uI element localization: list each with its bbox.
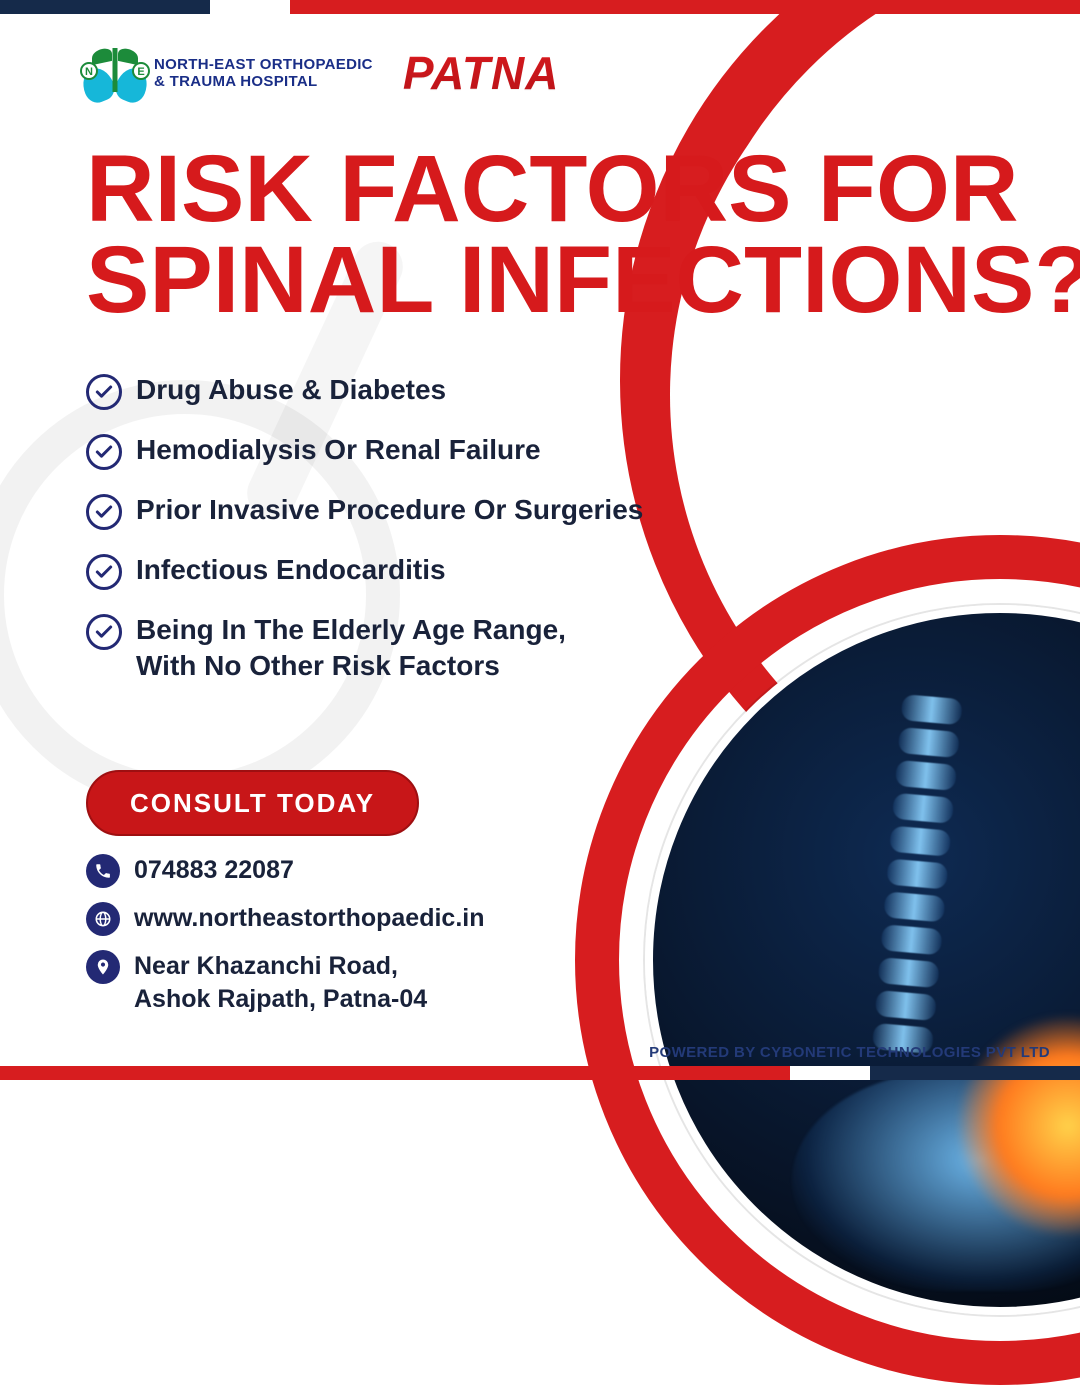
list-item-text: Drug Abuse & Diabetes xyxy=(136,372,446,408)
list-item: Drug Abuse & Diabetes xyxy=(86,372,643,410)
headline-line2: SPINAL INFECTIONS? xyxy=(86,235,1080,326)
website-text: www.northeastorthopaedic.in xyxy=(134,902,485,935)
phone-icon xyxy=(86,854,120,888)
check-icon xyxy=(86,554,122,590)
location-label: PATNA xyxy=(397,50,560,96)
headline-line1: RISK FACTORS FOR xyxy=(86,144,1080,235)
list-item-text: Being In The Elderly Age Range,With No O… xyxy=(136,612,566,684)
list-item-text: Infectious Endocarditis xyxy=(136,552,446,588)
list-item-text: Prior Invasive Procedure Or Surgeries xyxy=(136,492,643,528)
logo-badge-n: N xyxy=(80,62,98,80)
check-icon xyxy=(86,434,122,470)
globe-icon xyxy=(86,902,120,936)
headline: RISK FACTORS FOR SPINAL INFECTIONS? xyxy=(86,144,1080,326)
list-item: Hemodialysis Or Renal Failure xyxy=(86,432,643,470)
list-item-text: Hemodialysis Or Renal Failure xyxy=(136,432,541,468)
pin-icon xyxy=(86,950,120,984)
header: N E NORTH-EAST ORTHOPAEDIC & TRAUMA HOSP… xyxy=(86,44,559,102)
check-icon xyxy=(86,374,122,410)
logo-badge-e: E xyxy=(132,62,150,80)
powered-by: POWERED BY CYBONETIC TECHNOLOGIES PVT LT… xyxy=(649,1045,1050,1060)
infographic-canvas: N E NORTH-EAST ORTHOPAEDIC & TRAUMA HOSP… xyxy=(0,0,1080,1080)
hospital-name-line1: NORTH-EAST ORTHOPAEDIC xyxy=(154,56,373,73)
contact-website[interactable]: www.northeastorthopaedic.in xyxy=(86,902,485,936)
hospital-logo: N E NORTH-EAST ORTHOPAEDIC & TRAUMA HOSP… xyxy=(86,44,373,102)
check-icon xyxy=(86,494,122,530)
check-icon xyxy=(86,614,122,650)
contact-block: 074883 22087 www.northeastorthopaedic.in… xyxy=(86,854,485,1015)
hospital-name: NORTH-EAST ORTHOPAEDIC & TRAUMA HOSPITAL xyxy=(154,56,373,91)
contact-phone[interactable]: 074883 22087 xyxy=(86,854,485,888)
consult-button[interactable]: CONSULT TODAY xyxy=(86,770,419,836)
risk-factors-list: Drug Abuse & Diabetes Hemodialysis Or Re… xyxy=(86,372,643,684)
phone-text: 074883 22087 xyxy=(134,854,294,887)
list-item: Prior Invasive Procedure Or Surgeries xyxy=(86,492,643,530)
contact-address: Near Khazanchi Road,Ashok Rajpath, Patna… xyxy=(86,950,485,1015)
hospital-name-line2: & TRAUMA HOSPITAL xyxy=(154,73,373,90)
address-text: Near Khazanchi Road,Ashok Rajpath, Patna… xyxy=(134,950,427,1015)
list-item: Being In The Elderly Age Range,With No O… xyxy=(86,612,643,684)
border-top xyxy=(0,0,1080,14)
border-bottom xyxy=(0,1066,1080,1080)
list-item: Infectious Endocarditis xyxy=(86,552,643,590)
logo-emblem: N E xyxy=(86,44,144,102)
